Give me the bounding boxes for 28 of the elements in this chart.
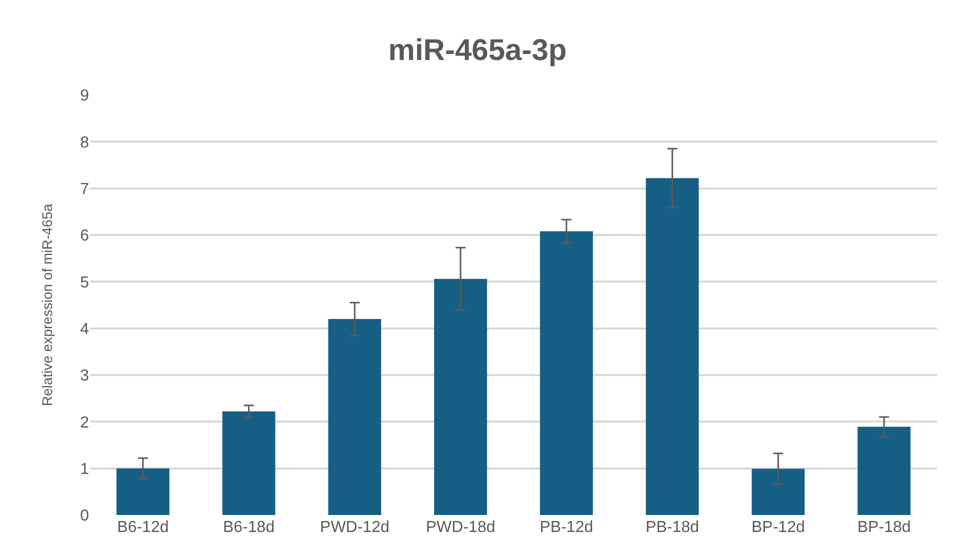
y-axis-title: Relative expression of miR-465a (39, 204, 55, 406)
x-tick-label: B6-12d (117, 519, 169, 536)
y-tick-label: 9 (80, 88, 90, 105)
y-tick-label: 1 (80, 460, 90, 478)
bar (434, 278, 488, 515)
x-tick-label: PWD-12d (320, 519, 390, 536)
x-tick-label: PB-12d (540, 519, 594, 536)
bar (540, 231, 593, 515)
y-tick-label: 7 (80, 180, 90, 198)
bar (116, 468, 170, 515)
x-tick-label: B6-18d (223, 519, 275, 536)
x-tick-label: PWD-18d (426, 519, 496, 536)
bar (858, 426, 911, 515)
x-tick-label: BP-12d (752, 519, 805, 536)
bar (752, 468, 805, 515)
bar (328, 319, 382, 515)
y-tick-label: 5 (80, 274, 90, 292)
x-tick-label: PB-18d (646, 519, 699, 536)
y-tick-label: 6 (80, 228, 90, 245)
y-tick-label: 4 (80, 320, 90, 338)
y-tick-label: 2 (80, 414, 90, 432)
chart-title: miR-465a-3p (388, 34, 567, 68)
y-tick-label: 8 (80, 134, 90, 152)
bar (646, 178, 699, 515)
y-tick-label: 3 (80, 368, 90, 385)
y-tick-label: 0 (80, 508, 90, 525)
x-tick-label: BP-18d (857, 519, 911, 536)
bar (222, 411, 276, 515)
